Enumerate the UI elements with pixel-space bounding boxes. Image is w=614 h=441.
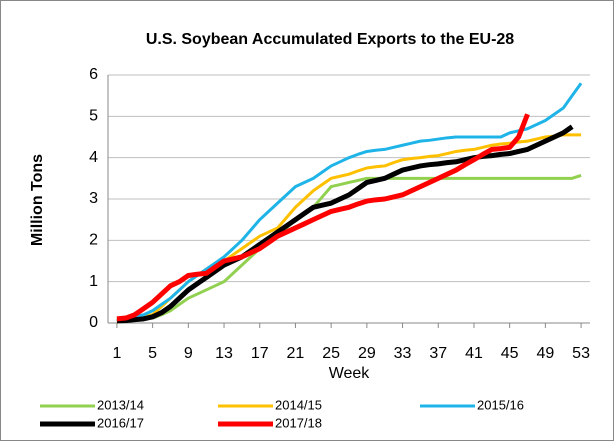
chart-title: U.S. Soybean Accumulated Exports to the … bbox=[146, 31, 514, 48]
x-tick-label: 21 bbox=[287, 345, 305, 362]
y-tick-label: 2 bbox=[89, 232, 98, 249]
x-tick-label: 5 bbox=[148, 345, 157, 362]
x-tick-label: 1 bbox=[112, 345, 121, 362]
x-tick-label: 29 bbox=[358, 345, 376, 362]
y-tick-label: 5 bbox=[89, 108, 98, 125]
series-line bbox=[116, 82, 583, 323]
y-tick-label: 6 bbox=[89, 66, 98, 83]
x-tick-label: 33 bbox=[394, 345, 412, 362]
y-tick-label: 3 bbox=[89, 190, 98, 207]
x-tick-label: 45 bbox=[501, 345, 519, 362]
legend-label: 2014/15 bbox=[275, 397, 322, 412]
series-line bbox=[116, 113, 530, 322]
y-tick-label: 4 bbox=[89, 149, 98, 166]
x-tick-label: 17 bbox=[251, 345, 269, 362]
legend-label: 2013/14 bbox=[97, 397, 144, 412]
x-tick-label: 49 bbox=[536, 345, 554, 362]
x-tick-label: 25 bbox=[322, 345, 340, 362]
x-tick-label: 53 bbox=[572, 345, 590, 362]
legend-label: 2015/16 bbox=[477, 397, 524, 412]
legend-label: 2016/17 bbox=[97, 415, 144, 430]
y-tick-label: 0 bbox=[89, 314, 98, 331]
series-line bbox=[116, 124, 574, 324]
x-tick-label: 37 bbox=[429, 345, 447, 362]
y-tick-label: 1 bbox=[89, 273, 98, 290]
x-tick-label: 9 bbox=[184, 345, 193, 362]
y-axis-label: Million Tons bbox=[29, 154, 46, 246]
x-tick-label: 13 bbox=[215, 345, 233, 362]
x-axis-label: Week bbox=[329, 365, 371, 382]
legend-label: 2017/18 bbox=[275, 415, 322, 430]
series-line bbox=[116, 174, 582, 324]
x-tick-label: 41 bbox=[465, 345, 483, 362]
